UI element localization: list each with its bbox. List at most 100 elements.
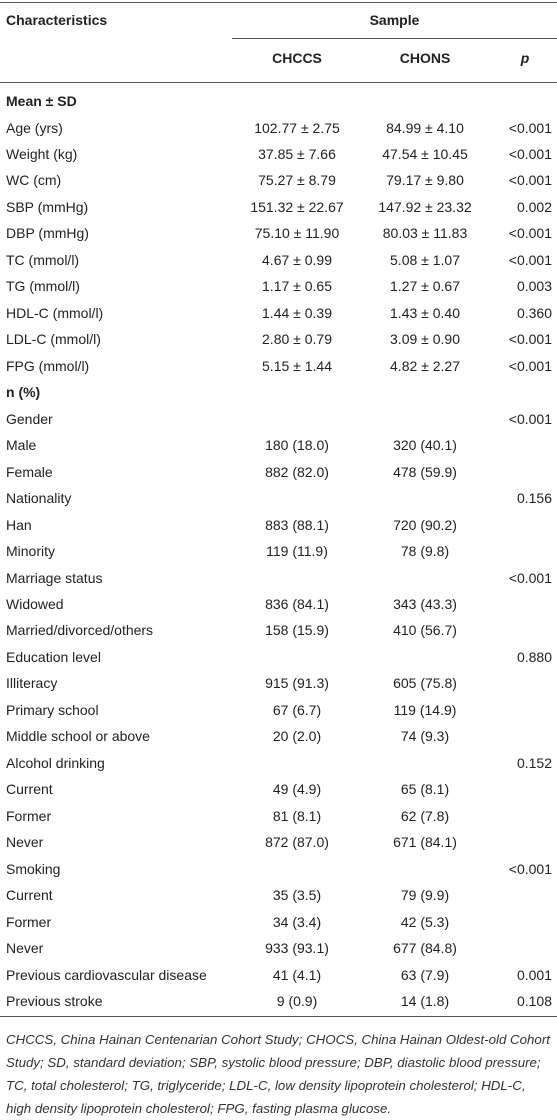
cell-chccs: 49 (4.9) <box>272 781 322 798</box>
column-group-header: Sample <box>369 12 420 28</box>
row-label: Weight (kg) <box>6 145 78 162</box>
cell-p: <0.001 <box>508 251 552 268</box>
cell-chons: 74 (9.3) <box>400 728 450 745</box>
cell-chons: 42 (5.3) <box>400 913 450 930</box>
row-label: Age (yrs) <box>6 119 63 136</box>
cell-chccs: 1.44 ± 0.39 <box>262 304 332 321</box>
cell-p: 0.360 <box>516 304 552 321</box>
row-label: Smoking <box>6 860 61 877</box>
cell-chons: 1.27 ± 0.67 <box>390 278 460 295</box>
cell-chccs: 35 (3.5) <box>272 887 322 904</box>
cell-chccs: 915 (91.3) <box>265 675 329 692</box>
cell-chccs: 151.32 ± 22.67 <box>250 198 344 215</box>
cell-p: 0.003 <box>516 278 552 295</box>
top-rule <box>0 2 557 3</box>
row-label: Married/divorced/others <box>6 622 154 639</box>
row-label: TG (mmol/l) <box>6 278 80 295</box>
row-label: Male <box>6 437 37 454</box>
cell-chccs: 20 (2.0) <box>272 728 322 745</box>
column-header: CHONS <box>399 50 451 66</box>
cell-chons: 65 (8.1) <box>400 781 450 798</box>
cell-chons: 671 (84.1) <box>393 834 457 851</box>
cell-p: <0.001 <box>508 860 552 877</box>
cell-p: 0.156 <box>516 490 552 506</box>
row-label: Education level <box>6 648 101 665</box>
cell-chccs: 75.27 ± 8.79 <box>258 172 336 189</box>
row-label: Widowed <box>6 595 64 612</box>
header-rule <box>0 82 557 83</box>
row-label: SBP (mmHg) <box>6 198 89 215</box>
cell-chons: 478 (59.9) <box>393 463 457 480</box>
cell-p: 0.152 <box>516 754 552 771</box>
row-label: Han <box>6 516 32 533</box>
cell-chons: 47.54 ± 10.45 <box>382 145 468 162</box>
cell-chons: 14 (1.8) <box>400 993 450 1009</box>
cell-chons: 78 (9.8) <box>400 543 450 559</box>
cell-chccs: 34 (3.4) <box>272 913 322 930</box>
cell-chccs: 872 (87.0) <box>265 834 329 851</box>
row-label: TC (mmol/l) <box>6 251 80 268</box>
column-header: p <box>520 50 530 66</box>
bottom-rule <box>0 1016 557 1017</box>
cell-chons: 677 (84.8) <box>393 940 457 956</box>
cell-chons: 79.17 ± 9.80 <box>386 172 464 189</box>
row-label: Nationality <box>6 490 72 506</box>
row-label: Former <box>6 807 52 824</box>
group-rule <box>232 38 557 39</box>
cell-chccs: 5.15 ± 1.44 <box>262 357 332 374</box>
row-label: Illiteracy <box>6 675 58 692</box>
cell-chccs: 836 (84.1) <box>265 595 329 612</box>
cell-chccs: 81 (8.1) <box>272 807 322 824</box>
cell-chons: 410 (56.7) <box>393 622 457 639</box>
row-label: Marriage status <box>6 569 103 586</box>
cell-chons: 62 (7.8) <box>400 807 450 824</box>
row-label: DBP (mmHg) <box>6 225 89 242</box>
cell-chccs: 75.10 ± 11.90 <box>254 225 340 242</box>
row-label: LDL-C (mmol/l) <box>6 331 101 348</box>
cell-chons: 720 (90.2) <box>393 516 457 533</box>
row-label: FPG (mmol/l) <box>6 357 90 374</box>
row-label: Middle school or above <box>6 728 150 745</box>
cell-chccs: 41 (4.1) <box>272 966 322 983</box>
row-label: Primary school <box>6 701 99 718</box>
cell-p: 0.880 <box>516 648 552 665</box>
cell-p: 0.001 <box>516 966 552 983</box>
footnote: CHCCS, China Hainan Centenarian Cohort S… <box>6 1032 550 1116</box>
cell-chons: 80.03 ± 11.83 <box>382 225 468 242</box>
cell-chccs: 1.17 ± 0.65 <box>262 278 332 295</box>
row-label: Gender <box>6 410 53 427</box>
cell-chccs: 180 (18.0) <box>265 437 329 454</box>
row-label: Former <box>6 913 52 930</box>
row-label: Previous cardiovascular disease <box>6 966 207 983</box>
cell-chons: 119 (14.9) <box>393 701 457 718</box>
cell-chons: 1.43 ± 0.40 <box>390 304 460 321</box>
cell-chons: 605 (75.8) <box>393 675 457 692</box>
cell-chons: 63 (7.9) <box>400 966 450 983</box>
cell-chccs: 119 (11.9) <box>266 543 328 559</box>
row-label: Current <box>6 781 53 798</box>
cell-chons: 84.99 ± 4.10 <box>386 119 464 136</box>
cell-p: <0.001 <box>508 357 552 374</box>
cell-chons: 343 (43.3) <box>393 595 457 612</box>
section-header: Mean ± SD <box>6 93 77 109</box>
section-header: n (%) <box>6 384 41 401</box>
cell-chccs: 933 (93.1) <box>265 940 329 956</box>
cell-p: <0.001 <box>508 145 552 162</box>
column-header: CHCCS <box>272 50 322 66</box>
cell-p: <0.001 <box>508 410 552 427</box>
cell-chccs: 4.67 ± 0.99 <box>262 251 332 268</box>
cell-p: 0.002 <box>516 198 552 215</box>
cell-p: <0.001 <box>508 119 552 136</box>
cell-p: <0.001 <box>508 172 552 189</box>
cell-chccs: 882 (82.0) <box>265 463 329 480</box>
cell-p: 0.108 <box>516 993 552 1009</box>
row-label: HDL-C (mmol/l) <box>6 304 104 321</box>
cell-chccs: 2.80 ± 0.79 <box>262 331 332 348</box>
cell-chons: 5.08 ± 1.07 <box>390 251 460 268</box>
row-label: Previous stroke <box>6 993 103 1009</box>
cell-p: <0.001 <box>508 331 552 348</box>
cell-chons: 3.09 ± 0.90 <box>390 331 460 348</box>
cell-chccs: 883 (88.1) <box>265 516 329 533</box>
cell-chons: 79 (9.9) <box>400 887 450 904</box>
